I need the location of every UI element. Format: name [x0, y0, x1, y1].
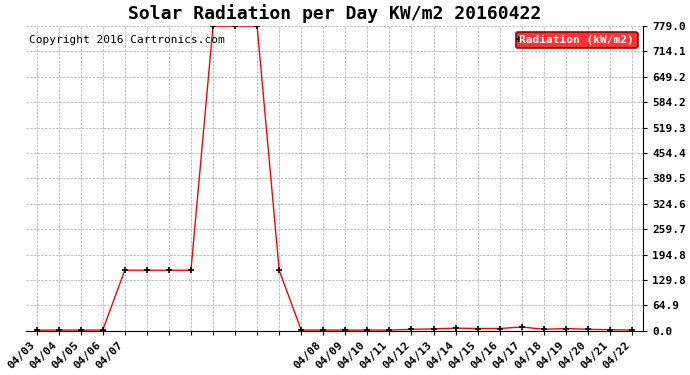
Radiation (kW/m2)	[407, 327, 415, 332]
Radiation (kW/m2)	[253, 24, 262, 28]
Radiation (kW/m2)	[385, 328, 393, 332]
Radiation (kW/m2)	[606, 327, 614, 332]
Radiation (kW/m2)	[99, 328, 107, 332]
Text: Copyright 2016 Cartronics.com: Copyright 2016 Cartronics.com	[29, 35, 224, 45]
Radiation (kW/m2)	[209, 24, 217, 28]
Radiation (kW/m2)	[363, 328, 371, 332]
Radiation (kW/m2)	[495, 326, 504, 331]
Radiation (kW/m2)	[231, 24, 239, 28]
Radiation (kW/m2)	[584, 327, 592, 332]
Radiation (kW/m2)	[165, 268, 173, 273]
Radiation (kW/m2)	[32, 328, 41, 332]
Radiation (kW/m2)	[429, 327, 437, 331]
Radiation (kW/m2)	[628, 328, 636, 332]
Radiation (kW/m2)	[55, 328, 63, 332]
Line: Radiation (kW/m2): Radiation (kW/m2)	[34, 23, 635, 333]
Radiation (kW/m2)	[518, 325, 526, 329]
Radiation (kW/m2)	[341, 328, 349, 332]
Radiation (kW/m2)	[187, 268, 195, 273]
Radiation (kW/m2)	[473, 326, 482, 331]
Radiation (kW/m2)	[451, 326, 460, 330]
Radiation (kW/m2)	[121, 268, 129, 273]
Radiation (kW/m2)	[77, 328, 85, 332]
Radiation (kW/m2)	[143, 268, 151, 273]
Title: Solar Radiation per Day KW/m2 20160422: Solar Radiation per Day KW/m2 20160422	[128, 4, 541, 23]
Legend: Radiation (kW/m2): Radiation (kW/m2)	[516, 32, 638, 48]
Radiation (kW/m2)	[275, 268, 284, 273]
Radiation (kW/m2)	[562, 326, 570, 331]
Radiation (kW/m2)	[319, 328, 328, 332]
Radiation (kW/m2)	[297, 328, 306, 332]
Radiation (kW/m2)	[540, 327, 548, 332]
